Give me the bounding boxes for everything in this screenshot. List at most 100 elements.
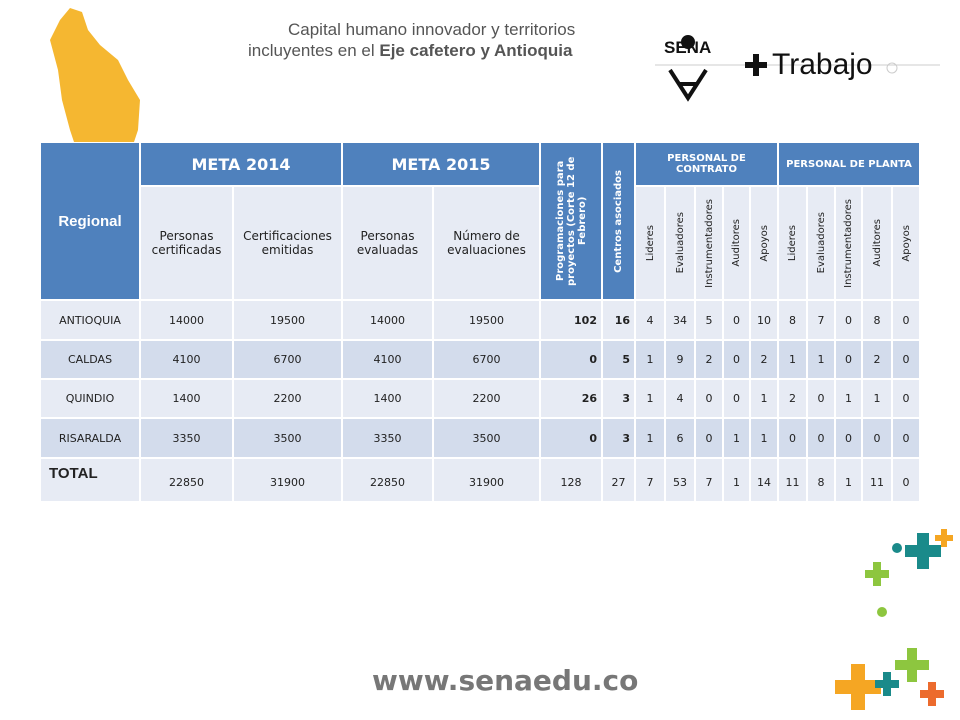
cell-text: Número de evaluaciones [447,229,526,257]
table-cell: 2200 [433,379,540,418]
table-cell: 4100 [140,340,233,379]
cell-text: PERSONAL DE CONTRATO [667,153,746,175]
table-cell: 0 [892,340,920,379]
table-cell: Apoyos [750,186,778,300]
cell-text: 0 [733,313,740,327]
cell-text: Evaluadores [674,212,686,274]
table-cell: 6 [665,418,695,458]
table-cell: 34 [665,300,695,340]
cell-text: QUINDIO [65,392,115,405]
cell-text: 8 [789,313,796,327]
table-cell: Personas certificadas [140,186,233,300]
table-cell: 4100 [342,340,433,379]
cell-text: 5 [705,313,713,327]
sena-mark [668,35,708,102]
table-cell: 1 [635,340,665,379]
table-cell: 22850 [342,458,433,502]
table-cell: 6700 [233,340,342,379]
cell-text: Regional [58,212,122,230]
cell-text: 3500 [472,431,501,445]
cell-text: 0 [733,353,740,366]
table-cell: 0 [723,379,750,418]
table-cell: Apoyos [892,186,920,300]
table-cell: 8 [862,300,892,340]
table-cell: Auditores [862,186,892,300]
table-cell: 5 [602,340,635,379]
cell-text: Apoyos [758,224,770,262]
cell-text: 0 [902,313,910,327]
cell-text: 27 [611,476,626,489]
table-cell: Instrumentadores [835,186,862,300]
table-cell: 0 [723,300,750,340]
cell-text: 1400 [172,392,201,405]
table-cell: 1 [807,340,835,379]
cell-text: 4100 [172,353,201,366]
table-cell: 27 [602,458,635,502]
cell-text: Personas certificadas [151,229,222,257]
cell-text: 0 [589,353,597,366]
cell-text: 0 [817,392,825,405]
table-cell: 3 [602,379,635,418]
table-cell: 53 [665,458,695,502]
table-cell: 1 [778,340,807,379]
cell-text: 1 [733,476,740,489]
table-cell: Lideres [778,186,807,300]
ring [886,62,898,74]
table-cell: 16 [602,300,635,340]
cell-text: 2 [873,353,881,366]
cell-text: 2 [789,392,796,405]
table-cell: 0 [695,379,723,418]
table-cell: 0 [807,379,835,418]
table-cell: 3350 [342,418,433,458]
table-cell: 2 [695,340,723,379]
table-cell: 3350 [140,418,233,458]
table-cell: QUINDIO [40,379,140,418]
cell-text: 4100 [373,353,402,366]
cell-text: 128 [560,476,582,489]
table-cell: 2 [778,379,807,418]
table-cell: 0 [723,340,750,379]
table-cell: 0 [540,340,602,379]
cell-text: RISARALDA [58,431,122,445]
cell-text: 1 [760,392,768,405]
cell-text: 2 [705,353,713,366]
table-cell: 1400 [342,379,433,418]
cell-text: 14000 [169,313,204,327]
cell-text: 10 [757,313,771,327]
cell-text: 19500 [469,313,504,327]
cell-text: 11 [870,476,884,489]
table-cell: 31900 [433,458,540,502]
cell-text: Lideres [644,224,656,262]
cell-text: 1 [733,431,740,445]
cell-text: 8 [817,476,825,489]
cell-text: 11 [785,476,800,489]
table-cell: Número de evaluaciones [433,186,540,300]
table-cell: 102 [540,300,602,340]
table-cell: META 2015 [342,142,540,186]
brand: Trabajo [772,48,873,81]
table-cell: 3500 [433,418,540,458]
table-cell: 22850 [140,458,233,502]
table-cell: 14000 [140,300,233,340]
cell-text: Lideres [787,224,798,262]
cell-text: META 2014 [191,154,291,174]
table-cell: RISARALDA [40,418,140,458]
table-cell: Programaciones para proyectos (Corte 12 … [540,142,602,300]
table-cell: Evaluadores [807,186,835,300]
cell-text: 0 [845,431,852,445]
cell-text: 7 [646,476,654,489]
table-cell: 7 [807,300,835,340]
cell-text: 0 [902,353,910,366]
cell-text: 16 [614,313,630,327]
table-cell: 4 [665,379,695,418]
table-cell: Instrumentadores [695,186,723,300]
table-cell: 4 [635,300,665,340]
plus [745,54,767,76]
table-cell: 8 [807,458,835,502]
cell-text: TOTAL [49,465,98,482]
table-cell: PERSONAL DE PLANTA [778,142,920,186]
table-cell: Centros asociados [602,142,635,300]
table-cell: PERSONAL DE CONTRATO [635,142,778,186]
table-cell: 0 [540,418,602,458]
table-cell: 19500 [233,300,342,340]
